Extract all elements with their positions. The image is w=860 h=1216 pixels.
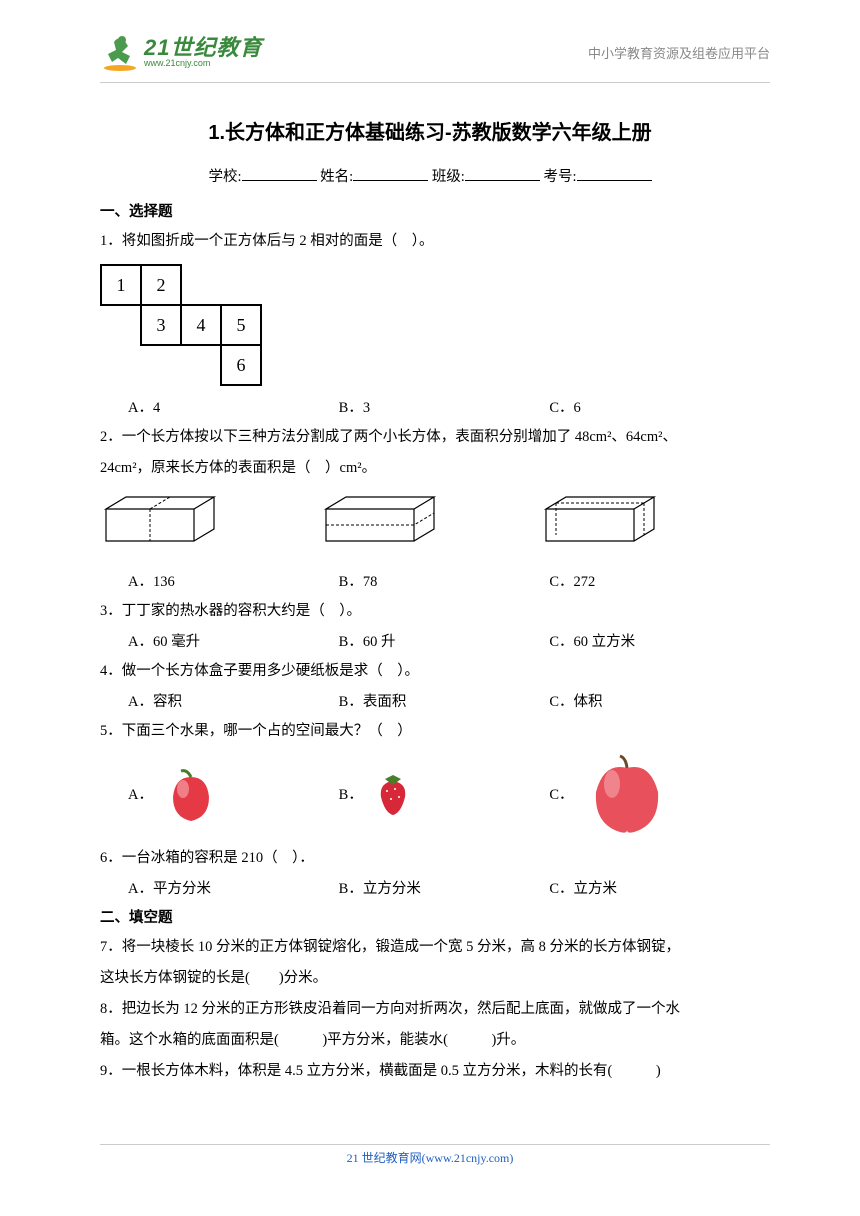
q2-text-1: 2．一个长方体按以下三种方法分割成了两个小长方体，表面积分别增加了 48cm²、…	[100, 423, 760, 452]
page-header: 21世纪教育 www.21cnjy.com 中小学教育资源及组卷应用平台	[0, 0, 860, 80]
footer-divider	[100, 1144, 770, 1145]
page-footer: 21 世纪教育网(www.21cnjy.com)	[0, 1144, 860, 1166]
q4-opt-a[interactable]: A．容积	[128, 688, 339, 717]
name-label: 姓名:	[320, 169, 353, 185]
q5-opt-b[interactable]: B．	[339, 771, 550, 819]
q5-text: 5．下面三个水果，哪一个占的空间最大？（ ）	[100, 717, 760, 746]
q2-options: A．136 B．78 C．272	[100, 568, 760, 597]
logo: 21世纪教育 www.21cnjy.com	[100, 32, 262, 72]
q3-opt-c[interactable]: C．60 立方米	[549, 628, 760, 657]
class-blank[interactable]	[465, 167, 540, 181]
peach-icon	[161, 765, 221, 825]
document-body: 1.长方体和正方体基础练习-苏教版数学六年级上册 学校: 姓名: 班级: 考号:…	[0, 83, 860, 1086]
net-cell-5: 5	[221, 305, 261, 345]
net-cell-1: 1	[101, 265, 141, 305]
q3-text: 3．丁丁家的热水器的容积大约是（ ）。	[100, 597, 760, 626]
q6-options: A．平方分米 B．立方分米 C．立方米	[100, 875, 760, 904]
logo-url: www.21cnjy.com	[144, 59, 262, 68]
id-label: 考号:	[543, 169, 576, 185]
section-1-header: 一、选择题	[100, 198, 760, 227]
q5-opt-c[interactable]: C．	[549, 752, 760, 838]
q6-opt-a[interactable]: A．平方分米	[128, 875, 339, 904]
q1-options: A．4 B．3 C．6	[100, 394, 760, 423]
q1-opt-b[interactable]: B．3	[339, 394, 550, 423]
cube-net-figure: 12 345 6	[100, 264, 760, 386]
cuboid-3-icon	[540, 493, 660, 547]
runner-icon	[100, 32, 140, 72]
q2-opt-b[interactable]: B．78	[339, 568, 550, 597]
q7-text-1: 7．将一块棱长 10 分米的正方体钢锭熔化，锻造成一个宽 5 分米，高 8 分米…	[100, 933, 760, 962]
strawberry-icon	[371, 771, 415, 819]
logo-title: 21世纪教育	[144, 37, 262, 59]
q2-figures	[100, 493, 760, 558]
net-cell-3: 3	[141, 305, 181, 345]
net-cell-4: 4	[181, 305, 221, 345]
q3-options: A．60 毫升 B．60 升 C．60 立方米	[100, 628, 760, 657]
section-2-header: 二、填空题	[100, 904, 760, 933]
cuboid-1-icon	[100, 493, 220, 547]
cuboid-2-icon	[320, 493, 440, 547]
net-cell-6: 6	[221, 345, 261, 385]
school-label: 学校:	[209, 169, 242, 185]
footer-text: 21 世纪教育网(www.21cnjy.com)	[0, 1149, 860, 1166]
q5-options: A． B． C．	[100, 752, 760, 838]
q9-text: 9．一根长方体木料，体积是 4.5 立方分米，横截面是 0.5 立方分米，木料的…	[100, 1057, 760, 1086]
q2-opt-c[interactable]: C．272	[549, 568, 760, 597]
header-subtitle: 中小学教育资源及组卷应用平台	[588, 43, 770, 62]
name-blank[interactable]	[353, 167, 428, 181]
q3-opt-b[interactable]: B．60 升	[339, 628, 550, 657]
q1-opt-c[interactable]: C．6	[549, 394, 760, 423]
apple-icon	[582, 752, 672, 838]
q8-text-2: 箱。这个水箱的底面面积是( )平方分米，能装水( )升。	[100, 1026, 760, 1055]
q4-opt-b[interactable]: B．表面积	[339, 688, 550, 717]
q6-text: 6．一台冰箱的容积是 210（ ）．	[100, 844, 760, 873]
q7-text-2: 这块长方体钢锭的长是( )分米。	[100, 964, 760, 993]
q2-opt-a[interactable]: A．136	[128, 568, 339, 597]
q6-opt-c[interactable]: C．立方米	[549, 875, 760, 904]
q1-opt-a[interactable]: A．4	[128, 394, 339, 423]
school-blank[interactable]	[242, 167, 317, 181]
q2-text-2: 24cm²，原来长方体的表面积是（ ）cm²。	[100, 454, 760, 483]
id-blank[interactable]	[577, 167, 652, 181]
q6-opt-b[interactable]: B．立方分米	[339, 875, 550, 904]
q8-text-1: 8．把边长为 12 分米的正方形铁皮沿着同一方向对折两次，然后配上底面，就做成了…	[100, 995, 760, 1024]
document-title: 1.长方体和正方体基础练习-苏教版数学六年级上册	[100, 113, 760, 153]
q4-options: A．容积 B．表面积 C．体积	[100, 688, 760, 717]
net-cell-2: 2	[141, 265, 181, 305]
form-line: 学校: 姓名: 班级: 考号:	[100, 163, 760, 192]
q1-text: 1．将如图折成一个正方体后与 2 相对的面是（ ）。	[100, 227, 760, 256]
q4-opt-c[interactable]: C．体积	[549, 688, 760, 717]
class-label: 班级:	[432, 169, 465, 185]
q3-opt-a[interactable]: A．60 毫升	[128, 628, 339, 657]
q5-opt-a[interactable]: A．	[128, 765, 339, 825]
q4-text: 4．做一个长方体盒子要用多少硬纸板是求（ ）。	[100, 657, 760, 686]
